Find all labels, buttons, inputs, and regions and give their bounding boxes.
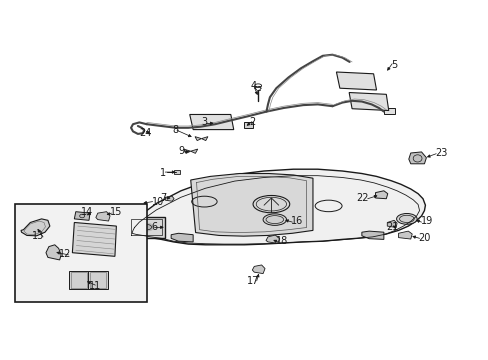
Polygon shape [244, 122, 253, 128]
Polygon shape [201, 137, 207, 140]
Polygon shape [348, 93, 388, 111]
Polygon shape [165, 196, 174, 201]
Text: 4: 4 [250, 81, 256, 91]
Text: 12: 12 [59, 249, 71, 259]
Bar [383, 108, 394, 114]
Text: 20: 20 [417, 233, 429, 243]
Polygon shape [375, 191, 387, 199]
Text: 8: 8 [172, 125, 178, 135]
Text: 11: 11 [89, 281, 102, 291]
Polygon shape [173, 170, 180, 174]
Polygon shape [195, 137, 201, 140]
Polygon shape [88, 271, 107, 289]
Polygon shape [74, 212, 90, 220]
Polygon shape [72, 222, 116, 256]
Ellipse shape [139, 223, 154, 231]
Text: 23: 23 [434, 148, 447, 158]
Polygon shape [336, 72, 376, 90]
Polygon shape [96, 212, 110, 221]
Text: 10: 10 [151, 197, 163, 207]
Polygon shape [265, 235, 279, 243]
Polygon shape [128, 169, 425, 245]
Polygon shape [386, 220, 396, 228]
Text: 7: 7 [160, 193, 166, 203]
Text: 16: 16 [290, 216, 303, 226]
Text: 19: 19 [420, 216, 432, 226]
Polygon shape [183, 149, 190, 153]
Polygon shape [189, 114, 233, 130]
Polygon shape [190, 174, 312, 236]
Polygon shape [69, 271, 89, 289]
Text: 9: 9 [178, 146, 184, 156]
Polygon shape [46, 245, 61, 260]
Text: 5: 5 [390, 60, 397, 70]
Polygon shape [171, 233, 193, 242]
Polygon shape [252, 265, 264, 274]
Text: 6: 6 [151, 222, 158, 232]
Polygon shape [21, 219, 50, 236]
Polygon shape [408, 152, 426, 164]
Ellipse shape [263, 214, 286, 225]
Text: 22: 22 [356, 193, 368, 203]
Polygon shape [361, 231, 383, 239]
Polygon shape [190, 149, 197, 153]
Ellipse shape [396, 213, 416, 224]
Polygon shape [398, 231, 411, 239]
Text: 3: 3 [201, 117, 207, 127]
Text: 13: 13 [32, 231, 44, 241]
Polygon shape [128, 217, 165, 238]
Text: 18: 18 [276, 236, 288, 246]
Text: 2: 2 [249, 117, 255, 127]
Text: 17: 17 [246, 276, 259, 286]
Text: 24: 24 [139, 128, 151, 138]
Text: 14: 14 [81, 207, 93, 217]
Text: 15: 15 [110, 207, 122, 217]
Text: 1: 1 [160, 168, 166, 178]
Bar [15, 204, 146, 302]
Text: 21: 21 [386, 222, 398, 232]
